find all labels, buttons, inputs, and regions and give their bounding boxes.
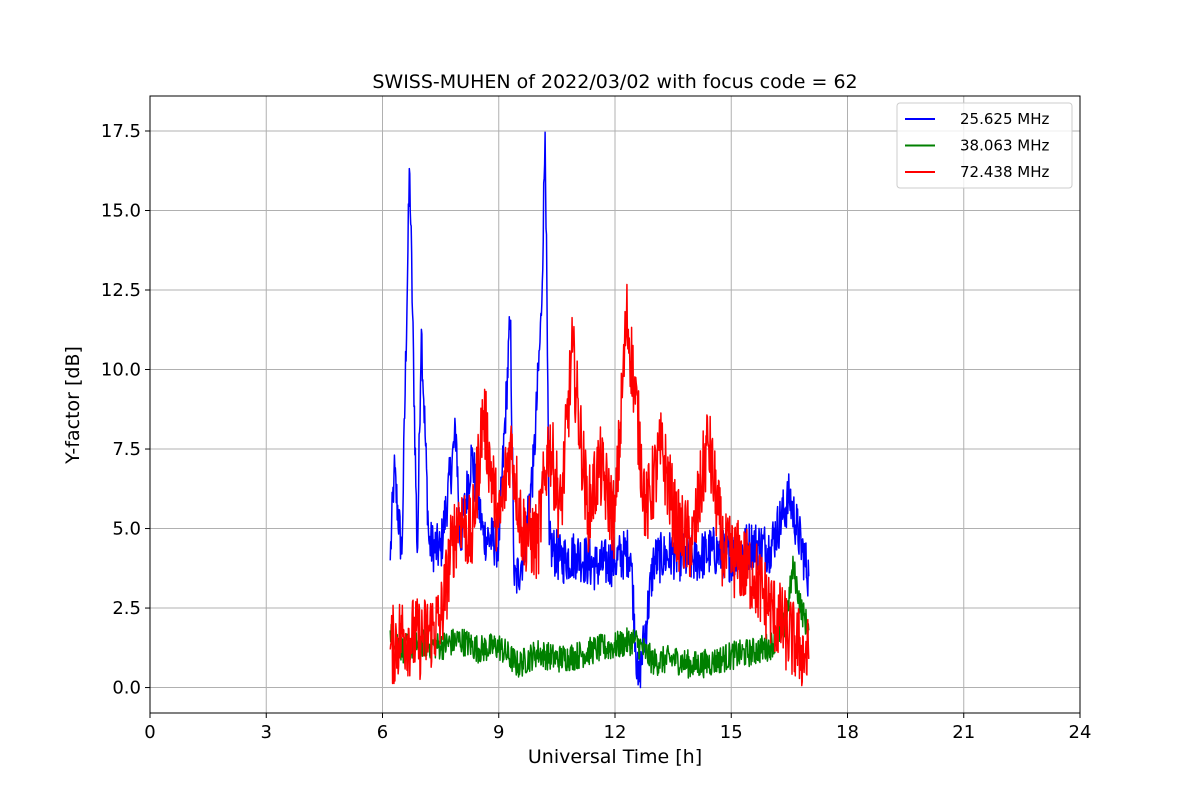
- y-tick-label: 7.5: [112, 439, 141, 460]
- y-tick-label: 12.5: [101, 280, 141, 301]
- x-tick-label: 3: [261, 722, 272, 743]
- x-tick-label: 24: [1069, 722, 1092, 743]
- x-tick-label: 0: [144, 722, 155, 743]
- y-tick-label: 5.0: [112, 519, 141, 540]
- y-tick-label: 0.0: [112, 678, 141, 699]
- y-tick-label: 10.0: [101, 360, 141, 381]
- x-tick-label: 18: [836, 722, 859, 743]
- y-tick-label: 15.0: [101, 200, 141, 221]
- x-tick-label: 9: [493, 722, 504, 743]
- legend-label: 25.625 MHz: [960, 110, 1049, 128]
- axis-ticks: 0 3 6 9 12 15 18 21 24 0.0 2.5 5.0 7.5 10.0 12.5 15.0 17…: [101, 121, 1092, 743]
- y-tick-label: 17.5: [101, 121, 141, 142]
- chart-title: SWISS-MUHEN of 2022/03/02 with focus cod…: [372, 71, 857, 93]
- series-line: [389, 555, 810, 679]
- legend: 25.625 MHz 38.063 MHz 72.438 MHz: [896, 102, 1073, 189]
- x-tick-label: 15: [720, 722, 743, 743]
- legend-label: 38.063 MHz: [960, 137, 1049, 155]
- y-tick-label: 2.5: [112, 598, 141, 619]
- x-axis-label: Universal Time [h]: [528, 746, 702, 768]
- series-lines: [389, 131, 810, 689]
- x-tick-label: 21: [952, 722, 975, 743]
- x-tick-label: 12: [604, 722, 627, 743]
- y-axis-label: Y-factor [dB]: [62, 346, 84, 465]
- legend-box: [896, 102, 1073, 189]
- x-tick-label: 6: [377, 722, 388, 743]
- legend-label: 72.438 MHz: [960, 163, 1049, 181]
